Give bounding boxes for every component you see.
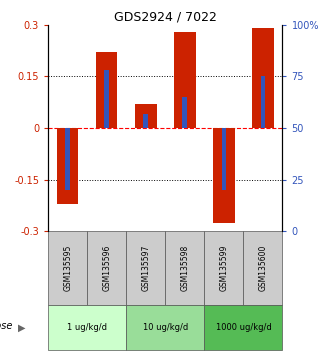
Bar [96, 52, 117, 128]
Bar [165, 231, 204, 304]
Bar [204, 304, 282, 350]
Bar [87, 231, 126, 304]
Title: GDS2924 / 7022: GDS2924 / 7022 [114, 11, 217, 24]
Bar [221, 128, 226, 190]
Text: GSM135595: GSM135595 [63, 245, 72, 291]
Bar [143, 114, 148, 128]
Bar [48, 304, 126, 350]
Bar [65, 128, 70, 190]
Text: 1 ug/kg/d: 1 ug/kg/d [67, 323, 107, 332]
Text: GSM135598: GSM135598 [180, 245, 189, 291]
Bar [252, 28, 274, 128]
Text: GSM135599: GSM135599 [219, 245, 229, 291]
Bar [48, 231, 87, 304]
Text: 1000 ug/kg/d: 1000 ug/kg/d [215, 323, 271, 332]
Bar [261, 76, 265, 128]
Bar [126, 231, 165, 304]
Text: GSM135597: GSM135597 [141, 245, 150, 291]
Bar [213, 128, 235, 223]
Text: 10 ug/kg/d: 10 ug/kg/d [143, 323, 188, 332]
Text: GSM135596: GSM135596 [102, 245, 111, 291]
Bar [183, 97, 187, 128]
Text: dose: dose [0, 321, 13, 331]
Bar [57, 128, 78, 204]
Bar [135, 104, 157, 128]
Bar [174, 32, 195, 128]
Bar [104, 70, 109, 128]
Text: GSM135600: GSM135600 [258, 245, 267, 291]
Bar [126, 304, 204, 350]
Bar [243, 231, 282, 304]
Text: ▶: ▶ [18, 322, 25, 332]
Bar [204, 231, 243, 304]
